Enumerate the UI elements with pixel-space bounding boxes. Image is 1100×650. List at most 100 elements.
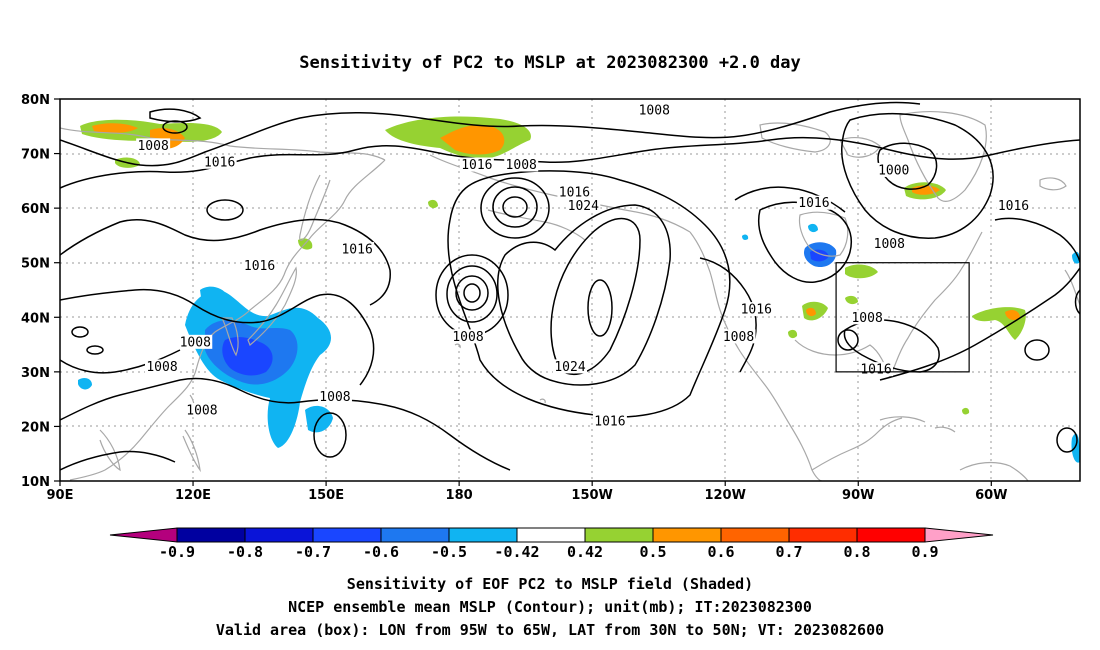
lon-tick-label: 60W xyxy=(975,488,1007,503)
isobar xyxy=(1024,339,1050,361)
shade-positive-texas-core xyxy=(806,307,816,317)
colorbar-label: 0.8 xyxy=(843,543,870,561)
caption-line-1: Sensitivity of EOF PC2 to MSLP field (Sh… xyxy=(347,575,753,593)
colorbar-segment xyxy=(448,527,518,543)
shade-negative-small xyxy=(742,234,749,240)
isobar-label: 1024 xyxy=(554,360,585,375)
isobar-label-bg xyxy=(850,310,885,325)
colorbar-label: 0.7 xyxy=(775,543,802,561)
lon-tick-label: 150E xyxy=(308,488,344,503)
isobar xyxy=(492,186,538,228)
isobar-label: 1008 xyxy=(452,330,483,345)
shade-negative-hudson-core xyxy=(810,249,829,262)
coast-gulf xyxy=(794,339,891,379)
isobar xyxy=(60,288,375,386)
isobar xyxy=(843,319,940,373)
coast-asia-east xyxy=(69,159,386,481)
isobar-label: 1024 xyxy=(568,199,599,214)
isobar-label-bg xyxy=(184,403,219,418)
isobars xyxy=(60,101,1080,471)
isobar-label: 1016 xyxy=(244,259,275,274)
isobar-label-bg xyxy=(996,198,1031,213)
shade-positive-small-2 xyxy=(845,295,858,305)
isobar-label: 1016 xyxy=(559,185,590,200)
shade-positive-small-5 xyxy=(962,407,970,415)
shade-negative-north xyxy=(200,286,228,309)
coast-na-east xyxy=(889,231,983,379)
shade-positive-atlantic-core xyxy=(1005,310,1020,320)
colorbar-label: 0.42 xyxy=(567,543,603,561)
isobar xyxy=(879,267,1080,381)
colorbar-segment xyxy=(788,527,858,543)
isobar-label-bg xyxy=(876,162,911,177)
colorbar-segment xyxy=(516,527,586,543)
lat-tick-label: 50N xyxy=(21,257,50,272)
isobar-label: 1016 xyxy=(741,303,772,318)
isobar-label: 1008 xyxy=(851,311,882,326)
isobar-label-bg xyxy=(504,157,539,172)
isobar-label-bg xyxy=(592,413,627,428)
lat-tick-label: 40N xyxy=(21,311,50,326)
coast-hudson-bay xyxy=(798,211,849,257)
colorbar-segment xyxy=(652,527,722,543)
isobar-label: 1008 xyxy=(186,404,217,419)
isobar xyxy=(1056,427,1078,453)
shade-positive-great-lakes xyxy=(845,264,878,279)
isobar xyxy=(502,196,528,218)
shade-positive-small xyxy=(428,199,438,209)
isobar-label: 1008 xyxy=(146,360,177,375)
longitude-axis: 90E 120E 150E 180 150W 120W 90W 60W xyxy=(47,481,1008,503)
isobar-label-bg xyxy=(340,242,375,257)
isobar-label-bg xyxy=(739,302,774,317)
valid-area-box xyxy=(835,262,970,373)
isobar-label: 1008 xyxy=(319,390,350,405)
isobar xyxy=(841,112,994,239)
isobar-label: 1016 xyxy=(798,196,829,211)
shade-positive-small-3 xyxy=(788,329,798,339)
colorbar-label: -0.9 xyxy=(159,543,195,561)
isobar xyxy=(1074,289,1080,315)
latitude-axis: 80N 70N 60N 50N 40N 30N 20N 10N xyxy=(21,93,60,490)
isobar-label-bg xyxy=(637,102,672,117)
coastlines xyxy=(60,111,1080,481)
coast-pacific-island xyxy=(539,398,546,404)
isobar-label-bg xyxy=(451,329,485,344)
lat-tick-label: 10N xyxy=(21,475,50,490)
isobar xyxy=(587,279,613,337)
isobar xyxy=(837,329,859,351)
isobar-label-bg xyxy=(136,138,171,153)
lat-tick-label: 20N xyxy=(21,420,50,435)
colorbar-label: -0.5 xyxy=(431,543,467,561)
colorbar-segment xyxy=(856,527,926,543)
isobar xyxy=(206,199,244,221)
isobar-label: 1016 xyxy=(860,363,891,378)
lat-tick-label: 80N xyxy=(21,93,50,108)
lon-tick-label: 120E xyxy=(175,488,211,503)
coast-korea xyxy=(221,317,239,357)
lat-tick-label: 70N xyxy=(21,148,50,163)
colorbar: -0.9 -0.8 -0.7 -0.6 -0.5 -0.42 0.42 0.5 0.6 0.7 0.… xyxy=(109,527,994,561)
isobar xyxy=(550,218,641,375)
colorbar-segment xyxy=(380,527,450,543)
isobar-label-bg xyxy=(242,258,277,273)
isobar-label-bg xyxy=(721,329,756,344)
shade-positive-west-arctic-core xyxy=(92,123,138,133)
colorbar-label: -0.6 xyxy=(363,543,399,561)
coast-hispaniola xyxy=(934,426,956,433)
figure-title: Sensitivity of PC2 to MSLP at 2023082300… xyxy=(299,53,801,73)
colorbar-label: -0.8 xyxy=(227,543,263,561)
isobar xyxy=(446,265,498,323)
isobar xyxy=(71,326,89,338)
coast-south-america xyxy=(959,461,1029,481)
isobar-label-bg xyxy=(145,359,179,374)
caption-line-2: NCEP ensemble mean MSLP (Contour); unit(… xyxy=(288,598,812,616)
colorbar-segment xyxy=(176,527,246,543)
colorbar-label: 0.6 xyxy=(707,543,734,561)
isobar xyxy=(60,218,391,306)
lat-tick-label: 60N xyxy=(21,202,50,217)
colorbar-high-triangle xyxy=(924,527,994,543)
lon-tick-label: 150W xyxy=(571,488,612,503)
isobar-label-bg xyxy=(557,184,592,199)
